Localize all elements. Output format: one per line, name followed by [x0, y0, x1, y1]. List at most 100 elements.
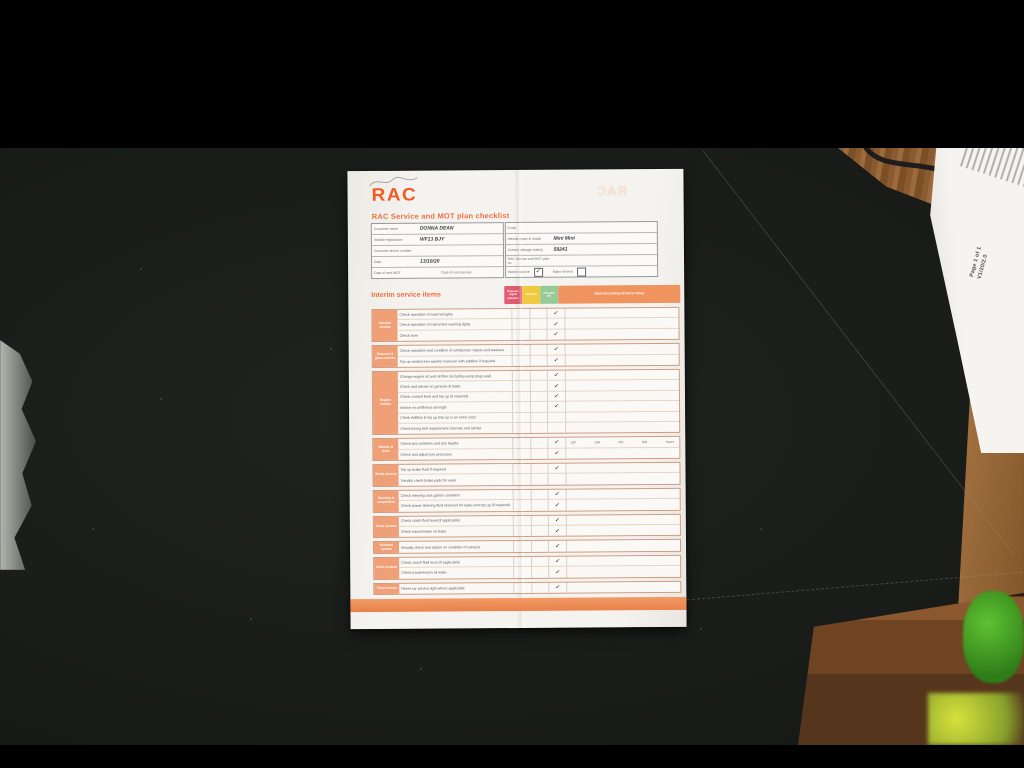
checklist-row: Top up windscreen washer reservoir with …: [398, 354, 679, 366]
advisory-cell: [530, 515, 548, 525]
checked-ok-cell: ✓: [548, 556, 566, 566]
section-rows: Check steering rack gaiters condition ✓ Ch…: [398, 488, 680, 512]
notes-cell: [565, 581, 681, 593]
info-row: Customer phone number: [371, 245, 503, 258]
checklist-item-label: Check timing belt replacement intervals …: [400, 426, 482, 431]
service-type-label: Major service: [552, 269, 573, 274]
checklist-item-label: Visually check brake pads for wear: [400, 478, 457, 483]
checklist-item-label: Check power steering fluid reservoir for…: [400, 503, 511, 509]
info-label: Date: [374, 259, 382, 264]
advisory-cell: [530, 474, 548, 485]
checklist-item-label: Check transmission oil leaks: [400, 529, 447, 535]
section-label: Internal checks: [372, 309, 398, 342]
letterbox-top: [0, 0, 1024, 148]
advisory-cell: [528, 308, 547, 319]
info-value: Mini Mini: [553, 235, 575, 242]
check-mark: ✓: [552, 310, 559, 318]
column-header: Checked OK: [540, 285, 558, 304]
section-label: Exhaust system: [373, 542, 400, 553]
checked-checkbox: ✓: [533, 267, 543, 277]
checked-ok-cell: [547, 412, 565, 422]
checked-ok-cell: ✓: [547, 499, 566, 511]
checklist-item-label: Check clutch fluid level (if applicable): [400, 518, 460, 524]
checklist-item-label: Check operation of instrument warning li…: [399, 322, 471, 327]
checked-ok-cell: ✓: [547, 448, 565, 459]
check-mark: ✓: [554, 558, 561, 565]
pen-scribble: [369, 176, 418, 187]
info-value: [554, 260, 655, 261]
checklist-row: Check and adjust tyre pressures ✓: [398, 447, 680, 460]
checklist-row: Visually check and advise on condition o…: [399, 540, 681, 552]
info-value: [553, 227, 654, 228]
info-value: 13/10/20: [420, 258, 440, 265]
info-label: Customer phone number: [373, 248, 412, 253]
checklist-item-label: Reset car service light where applicable: [401, 586, 465, 591]
checklist-item-label: Change engine oil and oil filter (includ…: [399, 373, 491, 379]
check-mark: ✓: [553, 403, 560, 411]
checked-ok-cell: ✓: [547, 401, 565, 412]
section-rows: Top up brake fluid if required ✓ Visually …: [398, 462, 680, 486]
advisory-cell: [530, 489, 548, 500]
advisory-cell: [529, 412, 548, 422]
checked-ok-cell: ✓: [547, 541, 566, 552]
document-title: RAC Service and MOT plan checklist: [371, 211, 510, 222]
column-header-label: Notes (including advisory notes): [594, 291, 644, 296]
checked-ok-cell: [547, 422, 565, 434]
checked-ok-cell: ✓: [548, 566, 566, 578]
checklist-item-label: Check operation and condition of windscr…: [399, 347, 505, 353]
advisory-cell: [530, 566, 549, 578]
empty-checkbox: [576, 267, 586, 277]
check-mark: ✓: [553, 357, 559, 365]
checklist-section: Internal checks Check operation of extern…: [371, 306, 680, 343]
info-row: Customer name DONNA DEAN: [371, 223, 503, 236]
section-label: Engine checks: [372, 371, 399, 435]
checked-ok-cell: ✓: [547, 525, 566, 537]
checklist-section: Steering & suspension Check steering rack…: [372, 487, 681, 513]
advisory-cell: [530, 525, 548, 537]
checklist-item-label: Check and adjust tyre pressures: [400, 452, 452, 457]
check-mark: ✓: [552, 321, 559, 328]
lint-speck: [92, 528, 94, 530]
section-label: Brake checks: [373, 464, 399, 486]
notes-cell: [565, 555, 681, 566]
checklist-section: Wheels & tyres Check tyre condition and t…: [372, 436, 681, 462]
info-value: DONNA DEAN: [419, 225, 454, 232]
checklist-column-headers: Requires urgent attention Advisory Checked…: [504, 284, 681, 305]
check-mark: ✓: [554, 569, 561, 576]
checked-ok-cell: ✓: [547, 437, 565, 448]
check-mark: ✓: [553, 393, 559, 400]
lint-speck: [520, 238, 522, 240]
advisory-cell: [530, 500, 548, 511]
check-mark: ✓: [552, 331, 559, 339]
checklist-row: Check power steering fluid reservoir for…: [399, 499, 680, 511]
notes-cell: [564, 411, 680, 422]
notes-cell: [563, 318, 679, 329]
section-rows: Reset car service light where applicable…: [399, 581, 681, 594]
notes-cell: [565, 540, 681, 552]
info-label: Date of next service: [441, 270, 472, 275]
checked-ok-cell: ✓: [546, 370, 565, 381]
checked-ok-cell: ✓: [546, 329, 565, 340]
note-token: O/R: [594, 440, 601, 445]
notes-cell: [564, 354, 679, 366]
note-token: O/F: [570, 440, 577, 445]
advisory-cell: [529, 438, 548, 448]
section-rows: Visually check and advise on condition o…: [399, 540, 681, 552]
plastic-bag: [0, 340, 36, 570]
advisory-cell: [529, 391, 548, 402]
notes-cell: [565, 514, 680, 525]
checklist-item-label: Check AdBlue & top up (top up is an extr…: [400, 415, 476, 421]
section-label: External & glass checks: [372, 346, 398, 367]
lint-speck: [700, 628, 702, 630]
notes-cell: [564, 380, 679, 391]
check-mark: ✓: [553, 439, 560, 447]
check-mark: ✓: [553, 465, 560, 473]
notes-cell: [564, 447, 680, 459]
notes-cell: [565, 524, 680, 537]
info-label: Date of next MOT: [374, 270, 401, 275]
info-right: Email Vehicle make & model Mini Mini Curren…: [504, 221, 659, 279]
check-mark: ✓: [554, 528, 560, 535]
checklist-item-label: Advise on antifreeze strength: [400, 405, 447, 410]
notes-cell: O/F O/R N/F N/R Spare: [564, 437, 680, 448]
